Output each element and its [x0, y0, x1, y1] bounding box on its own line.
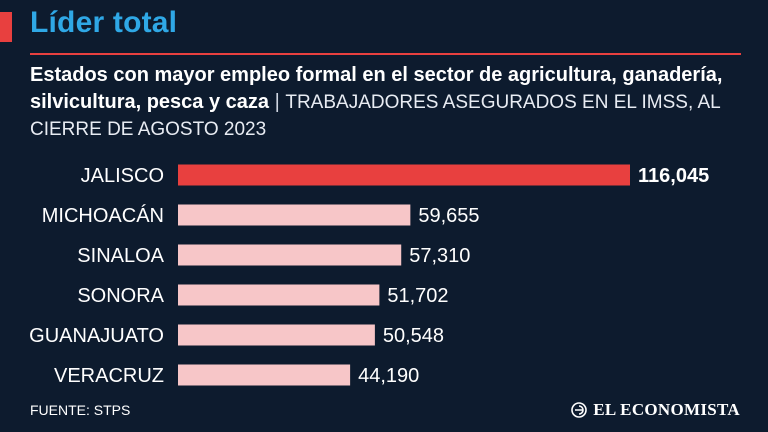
category-label: SONORA — [77, 285, 164, 307]
bar-sinaloa — [178, 244, 402, 266]
page-title: Líder total — [30, 6, 178, 39]
value-label: 57,310 — [409, 245, 470, 267]
brand-name: EL ECONOMISTA — [593, 400, 740, 419]
value-label: 51,702 — [387, 285, 448, 307]
subtitle-detail: TRABAJADORES ASEGURADOS EN EL IMSS, AL C… — [30, 92, 721, 140]
bar-michoacán — [178, 204, 411, 226]
bar-veracruz — [178, 364, 351, 386]
source-note: FUENTE: STPS — [30, 402, 131, 418]
category-label: GUANAJUATO — [29, 325, 164, 347]
bar-sonora — [178, 284, 380, 306]
el-economista-logo-icon — [571, 402, 588, 418]
subtitle-separator: | — [274, 91, 280, 113]
bar-chart: JALISCO 116,045 MICHOACÁN 59,655 SINALOA 57,3… — [29, 164, 709, 387]
category-label: MICHOACÁN — [42, 204, 164, 227]
category-label: SINALOA — [77, 245, 164, 267]
title-accent-block — [0, 12, 12, 42]
brand-logo: EL ECONOMISTA — [571, 400, 740, 420]
category-label: JALISCO — [81, 165, 164, 187]
category-label: VERACRUZ — [54, 365, 164, 387]
subtitle-main: Estados con mayor empleo formal en el se… — [30, 64, 723, 113]
chart-subtitle: Estados con mayor empleo formal en el se… — [30, 62, 742, 143]
bar-guanajuato — [178, 324, 375, 346]
value-label: 59,655 — [418, 205, 479, 227]
bar-jalisco — [178, 164, 630, 186]
title-divider — [30, 53, 741, 55]
value-label: 116,045 — [638, 165, 709, 187]
value-label: 44,190 — [358, 365, 419, 387]
value-label: 50,548 — [383, 325, 444, 347]
